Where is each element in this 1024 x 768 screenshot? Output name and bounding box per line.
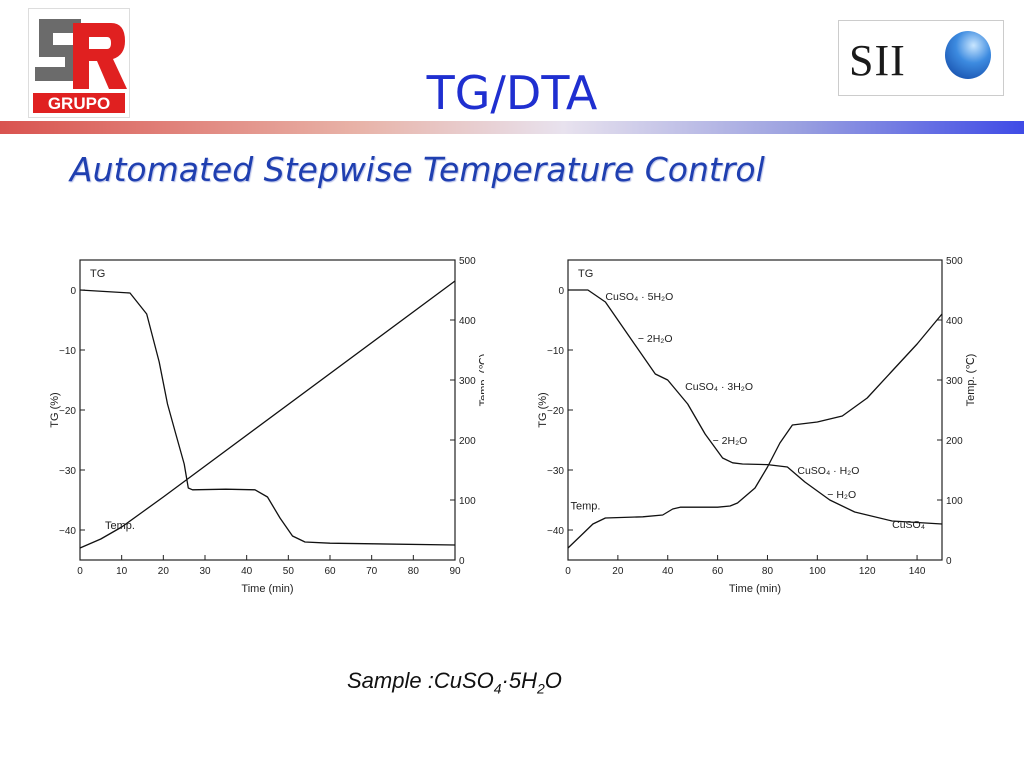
y-left-tick-label: −10 [547,346,564,357]
plot-frame [79,259,456,561]
x-axis-label: Time (min) [729,583,781,595]
y-left-tick-label: 0 [558,286,564,297]
x-tick-label: 40 [662,566,674,577]
x-tick-label: 0 [77,566,83,577]
x-tick-label: 40 [241,566,253,577]
x-axis-label: Time (min) [241,583,293,595]
series-label-temp: Temp. [570,501,600,513]
sii-logo: SII [838,20,1004,96]
sample-caption: Sample :CuSO4·5H2O [347,668,562,697]
y-right-tick-label: 300 [946,376,963,387]
series-label-tg: TG [90,268,105,280]
x-tick-label: 20 [612,566,624,577]
annotation-label: CuSO₄ [892,519,925,531]
y-right-tick-label: 400 [946,316,963,327]
x-tick-label: 80 [408,566,420,577]
y-left-tick-label: −20 [59,406,76,417]
annotation-label: − 2H₂O [638,333,673,345]
annotation-label: − H₂O [827,489,856,501]
y-left-tick-label: 0 [70,286,76,297]
series-line-temp [79,280,456,549]
sii-logo-text: SII [849,36,906,85]
x-tick-label: 80 [762,566,774,577]
sii-globe-icon [945,31,991,79]
plot-frame [567,259,943,561]
y-right-tick-label: 300 [459,376,476,387]
x-tick-label: 0 [565,566,571,577]
y-left-axis-label: TG (%) [537,392,549,427]
x-tick-label: 70 [366,566,378,577]
x-tick-label: 120 [859,566,876,577]
series-line-tg [79,289,456,546]
y-right-tick-label: 400 [459,316,476,327]
tg-dta-chart-left: 0 10 20 30 40 50 60 70 80 900−10−20−30−4001002003… [49,256,484,595]
y-left-axis-label: TG (%) [49,392,61,427]
series-line-tg [568,289,943,525]
y-right-axis-label: Temp. (℃) [965,354,977,407]
y-right-tick-label: 500 [459,256,476,267]
x-tick-label: 10 [116,566,128,577]
annotation-label: CuSO₄ · H₂O [797,465,859,477]
x-tick-label: 60 [324,566,336,577]
page-subtitle: Automated Stepwise Temperature Control [70,150,765,189]
y-right-tick-label: 100 [459,496,476,507]
x-tick-label: 100 [809,566,826,577]
series-label-temp: Temp. [105,520,135,532]
x-tick-label: 50 [283,566,295,577]
grupo-logo-graphic: GRUPO [33,19,127,113]
x-tick-label: 90 [449,566,461,577]
series-line-temp [567,313,943,549]
x-tick-label: 140 [909,566,926,577]
y-right-tick-label: 0 [946,556,952,567]
annotation-label: − 2H₂O [713,435,748,447]
y-right-tick-label: 0 [459,556,465,567]
y-right-tick-label: 500 [946,256,963,267]
annotation-label: CuSO₄ · 3H₂O [685,381,753,393]
grupo-logo: GRUPO [28,8,130,118]
y-left-tick-label: −40 [547,526,564,537]
grupo-logo-text: GRUPO [48,94,110,113]
y-right-tick-label: 200 [946,436,963,447]
y-right-tick-label: 200 [459,436,476,447]
y-right-axis-label: Temp. (℃) [478,354,484,407]
gradient-divider [0,121,1024,134]
annotation-label: CuSO₄ · 5H₂O [605,291,673,303]
x-tick-label: 60 [712,566,724,577]
x-tick-label: 30 [199,566,211,577]
y-left-tick-label: −20 [547,406,564,417]
series-label-tg: TG [578,268,593,280]
y-left-tick-label: −40 [59,526,76,537]
y-left-tick-label: −30 [547,466,564,477]
y-left-tick-label: −30 [59,466,76,477]
page-title: TG/DTA [426,66,598,120]
y-left-tick-label: −10 [59,346,76,357]
tg-dta-chart-right: 0 20 40 60 80 100 120 140 0 −10 −20 −30 −40 0 100 200 30… [537,256,977,595]
y-right-tick-label: 100 [946,496,963,507]
x-tick-label: 20 [158,566,170,577]
